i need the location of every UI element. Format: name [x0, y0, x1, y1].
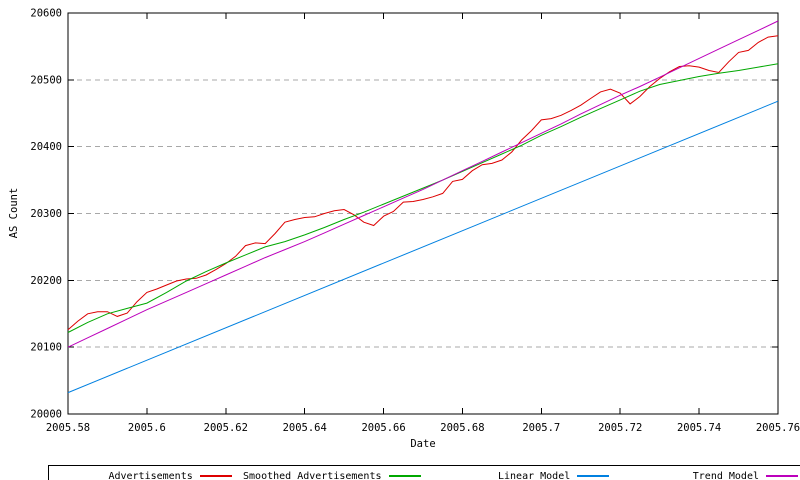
svg-text:2005.72: 2005.72: [598, 422, 642, 434]
svg-text:2005.62: 2005.62: [204, 422, 248, 434]
legend-label-smoothed-advertisements: Smoothed Advertisements: [243, 470, 382, 480]
legend-item-smoothed-advertisements: Smoothed Advertisements: [238, 466, 427, 480]
svg-text:2005.76: 2005.76: [756, 422, 800, 434]
legend-label-linear-model: Linear Model: [498, 470, 571, 480]
legend-line-sample-trend-model: [766, 475, 798, 477]
legend-label-advertisements: Advertisements: [108, 470, 193, 480]
y-axis-title: AS Count: [8, 187, 20, 239]
svg-text:2005.7: 2005.7: [522, 422, 560, 434]
svg-text:20600: 20600: [30, 8, 62, 20]
legend: Advertisements Smoothed Advertisements L…: [48, 465, 800, 480]
legend-item-advertisements: Advertisements: [49, 466, 238, 480]
x-axis-title: Date: [410, 438, 436, 450]
legend-item-linear-model: Linear Model: [427, 466, 616, 480]
legend-item-trend-model: Trend Model: [615, 466, 800, 480]
svg-text:20200: 20200: [30, 275, 62, 287]
svg-text:20300: 20300: [30, 208, 62, 220]
svg-text:2005.68: 2005.68: [440, 422, 484, 434]
svg-text:20000: 20000: [30, 409, 62, 421]
legend-label-trend-model: Trend Model: [692, 470, 759, 480]
svg-text:2005.64: 2005.64: [283, 422, 327, 434]
svg-text:20100: 20100: [30, 342, 62, 354]
svg-text:20500: 20500: [30, 74, 62, 86]
svg-text:2005.74: 2005.74: [677, 422, 721, 434]
svg-text:2005.6: 2005.6: [128, 422, 166, 434]
legend-line-sample-smoothed-advertisements: [388, 475, 421, 477]
svg-text:2005.66: 2005.66: [361, 422, 405, 434]
legend-line-sample-advertisements: [199, 475, 232, 477]
svg-text:2005.58: 2005.58: [46, 422, 90, 434]
svg-text:20400: 20400: [30, 141, 62, 153]
legend-line-sample-linear-model: [577, 475, 610, 477]
